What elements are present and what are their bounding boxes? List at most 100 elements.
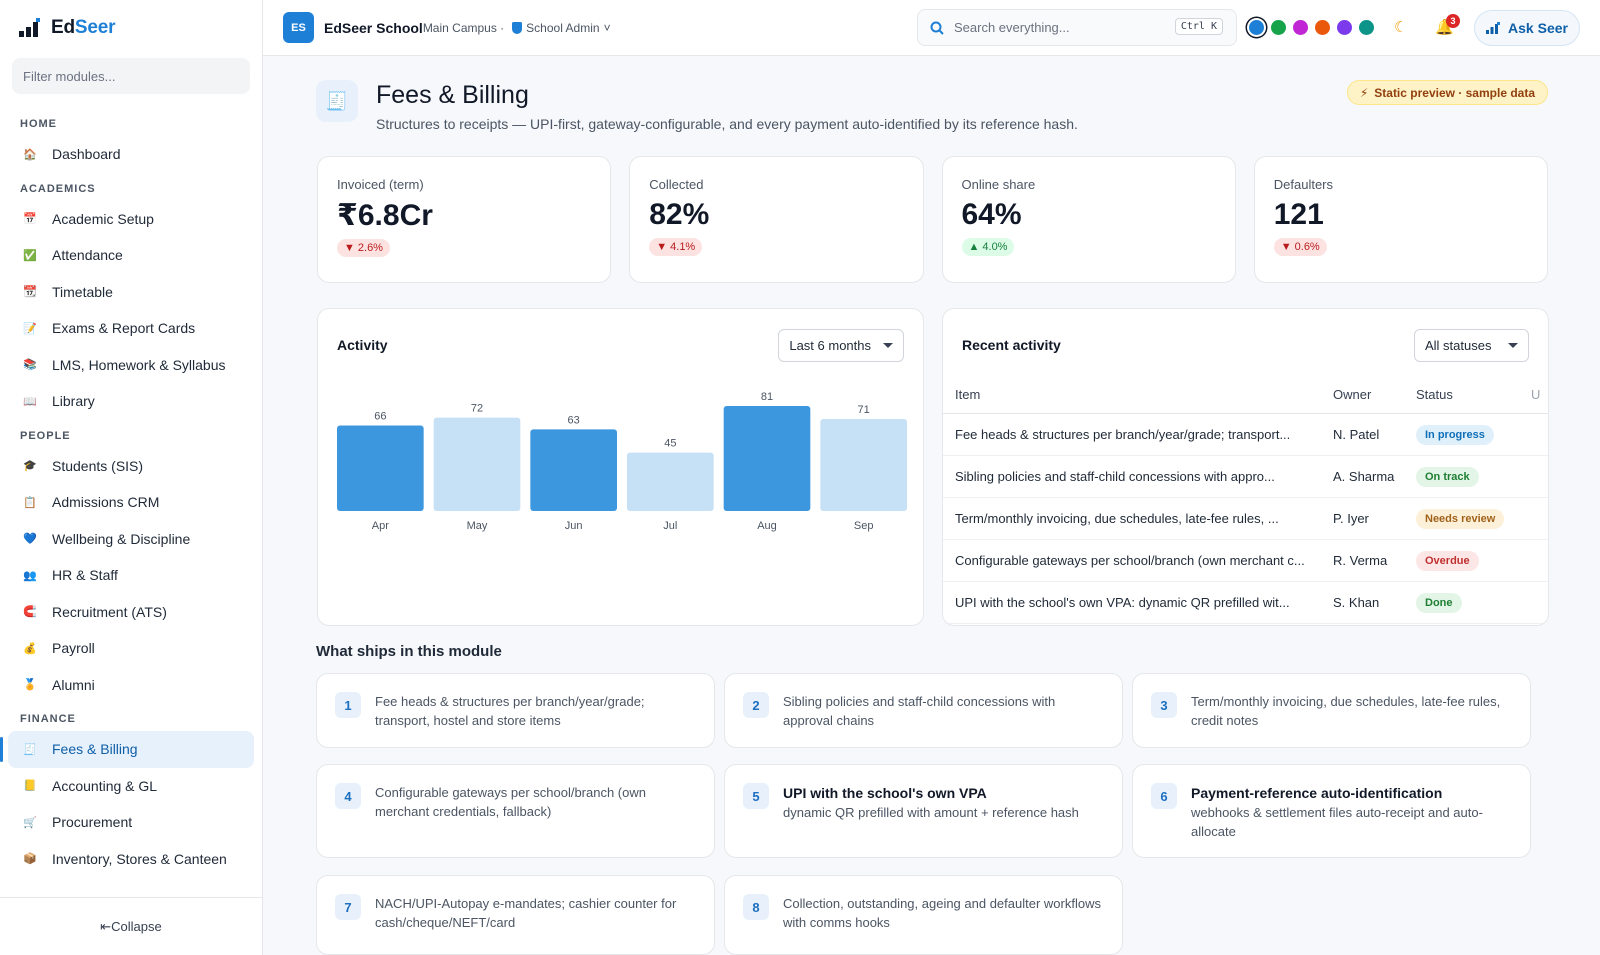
sidebar-item-library[interactable]: 📖 Library <box>0 383 262 420</box>
row-item: Fee heads & structures per branch/year/g… <box>955 427 1291 442</box>
sidebar-item-fees-billing[interactable]: 🧾 Fees & Billing <box>0 731 254 768</box>
sidebar-item-lms-homework-syllabus[interactable]: 📚 LMS, Homework & Syllabus <box>0 347 262 384</box>
open-book-icon: 📖 <box>23 395 37 408</box>
theme-color-swatch[interactable] <box>1271 20 1286 35</box>
column-header[interactable]: U <box>1531 386 1541 402</box>
triangle-down-icon: ▼ <box>344 242 355 254</box>
theme-color-swatch[interactable] <box>1337 20 1352 35</box>
chart-bar[interactable] <box>433 417 521 511</box>
chart-data-label: 72 <box>471 403 483 415</box>
theme-color-swatch[interactable] <box>1249 20 1264 35</box>
kpi-card: Online share 64% ▲ 4.0% <box>941 156 1236 283</box>
sidebar-item-wellbeing-discipline[interactable]: 💙 Wellbeing & Discipline <box>0 521 262 558</box>
magnet-icon: 🧲 <box>23 606 37 619</box>
column-header[interactable]: Status <box>1416 386 1453 402</box>
triangle-down-icon: ▼ <box>656 241 668 253</box>
ask-seer-button[interactable]: Ask Seer <box>1474 10 1580 46</box>
theme-color-swatch[interactable] <box>1315 20 1330 35</box>
search-icon <box>930 21 944 35</box>
page-subtitle: Structures to receipts — UPI-first, gate… <box>376 116 1078 132</box>
activity-title: Activity <box>337 337 388 353</box>
row-status-cell: On track <box>1416 466 1531 487</box>
chart-bar[interactable] <box>627 452 714 511</box>
recent-table: Item Owner Status U Fee heads & structures … <box>943 375 1548 624</box>
table-row[interactable]: UPI with the school's own VPA: dynamic Q… <box>943 582 1548 624</box>
feature-title: Payment-reference auto-identification <box>1191 785 1443 801</box>
receipt-icon: 🧾 <box>23 743 37 756</box>
sidebar-item-academic-setup[interactable]: 📅 Academic Setup <box>0 201 262 238</box>
sidebar-item-exams-report-cards[interactable]: 📝 Exams & Report Cards <box>0 310 262 347</box>
topbar: ES EdSeer School Main Campus · School Ad… <box>263 0 1600 56</box>
sidebar-item-accounting-gl[interactable]: 📒 Accounting & GL <box>0 768 262 805</box>
table-row[interactable]: Sibling policies and staff-child concess… <box>943 456 1548 498</box>
sidebar-item-dashboard[interactable]: 🏠 Dashboard <box>0 136 262 173</box>
sidebar-item-label: Dashboard <box>52 146 121 163</box>
nav-section-finance: FINANCE <box>20 713 76 725</box>
column-header[interactable]: Item <box>955 386 981 402</box>
sidebar-item-inventory-stores-canteen[interactable]: 📦 Inventory, Stores & Canteen <box>0 841 262 878</box>
shortcut-hint: Ctrl K <box>1174 18 1223 35</box>
range-select[interactable]: Last 6 months <box>778 329 904 362</box>
row-owner: R. Verma <box>1333 553 1388 568</box>
preview-badge: ⚡ Static preview · sample data <box>1346 80 1548 105</box>
sidebar-item-label: Accounting & GL <box>52 777 158 794</box>
sidebar-item-alumni[interactable]: 🏅 Alumni <box>0 667 262 704</box>
row-item: Sibling policies and staff-child concess… <box>955 469 1275 484</box>
page-title: Fees & Billing <box>376 81 529 109</box>
status-badge: On track <box>1416 466 1479 487</box>
sidebar-item-label: Academic Setup <box>52 210 154 227</box>
table-row[interactable]: Configurable gateways per school/branch … <box>943 540 1548 582</box>
search-input[interactable]: Search everything... Ctrl K <box>917 9 1237 46</box>
feature-title: UPI with the school's own VPA <box>783 785 987 801</box>
main-content: 🧾 Fees & Billing Structures to receipts … <box>263 56 1600 955</box>
school-name[interactable]: EdSeer School <box>324 19 423 36</box>
table-row[interactable]: Fee heads & structures per branch/year/g… <box>943 414 1548 456</box>
theme-color-swatch[interactable] <box>1293 20 1308 35</box>
sidebar-item-admissions-crm[interactable]: 📋 Admissions CRM <box>0 484 262 521</box>
chart-bar[interactable] <box>820 418 907 511</box>
sidebar-item-timetable[interactable]: 📆 Timetable <box>0 274 262 311</box>
brand[interactable]: EdSeer <box>0 0 262 56</box>
sidebar-item-procurement[interactable]: 🛒 Procurement <box>0 804 262 841</box>
row-owner: P. Iyer <box>1333 511 1369 526</box>
search-placeholder: Search everything... <box>954 20 1070 35</box>
sidebar-item-label: Payroll <box>52 640 95 657</box>
row-owner: S. Khan <box>1333 595 1380 610</box>
report-icon: 📝 <box>23 322 37 335</box>
logo-icon <box>19 18 41 38</box>
chart-category-label: May <box>467 520 488 532</box>
chart-data-label: 45 <box>664 438 676 450</box>
theme-color-swatch[interactable] <box>1359 20 1374 35</box>
chart-bar[interactable] <box>723 406 811 511</box>
graduation-cap-icon: 🎓 <box>23 460 37 473</box>
feature-card: 7 NACH/UPI-Autopay e-mandates; cashier co… <box>316 875 715 955</box>
sidebar-item-attendance[interactable]: ✅ Attendance <box>0 237 262 274</box>
sidebar-item-students-sis[interactable]: 🎓 Students (SIS) <box>0 448 262 485</box>
chart-bar[interactable] <box>337 425 424 511</box>
sidebar-item-hr-staff[interactable]: 👥 HR & Staff <box>0 557 262 594</box>
collapse-button[interactable]: ⇤Collapse <box>0 897 262 955</box>
moon-icon[interactable]: ☾ <box>1394 19 1408 36</box>
filter-modules-input[interactable]: Filter modules... <box>12 58 250 94</box>
campus-label[interactable]: Main Campus · School Admin ˅ <box>422 20 611 35</box>
sidebar-item-label: LMS, Homework & Syllabus <box>52 356 226 373</box>
table-row[interactable]: Term/monthly invoicing, due schedules, l… <box>943 498 1548 540</box>
sidebar-item-label: Timetable <box>52 283 113 300</box>
chart-data-label: 63 <box>568 414 580 426</box>
sidebar-item-recruitment-ats[interactable]: 🧲 Recruitment (ATS) <box>0 594 262 631</box>
sidebar-item-label: Procurement <box>52 814 133 831</box>
money-bag-icon: 💰 <box>23 642 37 655</box>
school-badge[interactable]: ES <box>283 12 314 43</box>
sidebar-item-label: Students (SIS) <box>52 457 144 474</box>
kpi-delta: ▼ 0.6% <box>1273 238 1327 256</box>
sidebar-nav: HOME 🏠 Dashboard ACADEMICS 📅 Academic Setup ✅ A… <box>0 108 262 877</box>
feature-number: 4 <box>335 783 361 809</box>
shield-icon <box>512 21 523 34</box>
triangle-down-icon: ▼ <box>1280 241 1292 253</box>
feature-number: 3 <box>1151 692 1177 718</box>
kpi-card: Defaulters 121 ▼ 0.6% <box>1253 156 1548 283</box>
column-header[interactable]: Owner <box>1333 386 1372 402</box>
status-filter-select[interactable]: All statuses <box>1414 329 1529 362</box>
sidebar-item-payroll[interactable]: 💰 Payroll <box>0 630 262 667</box>
chart-bar[interactable] <box>530 429 617 511</box>
